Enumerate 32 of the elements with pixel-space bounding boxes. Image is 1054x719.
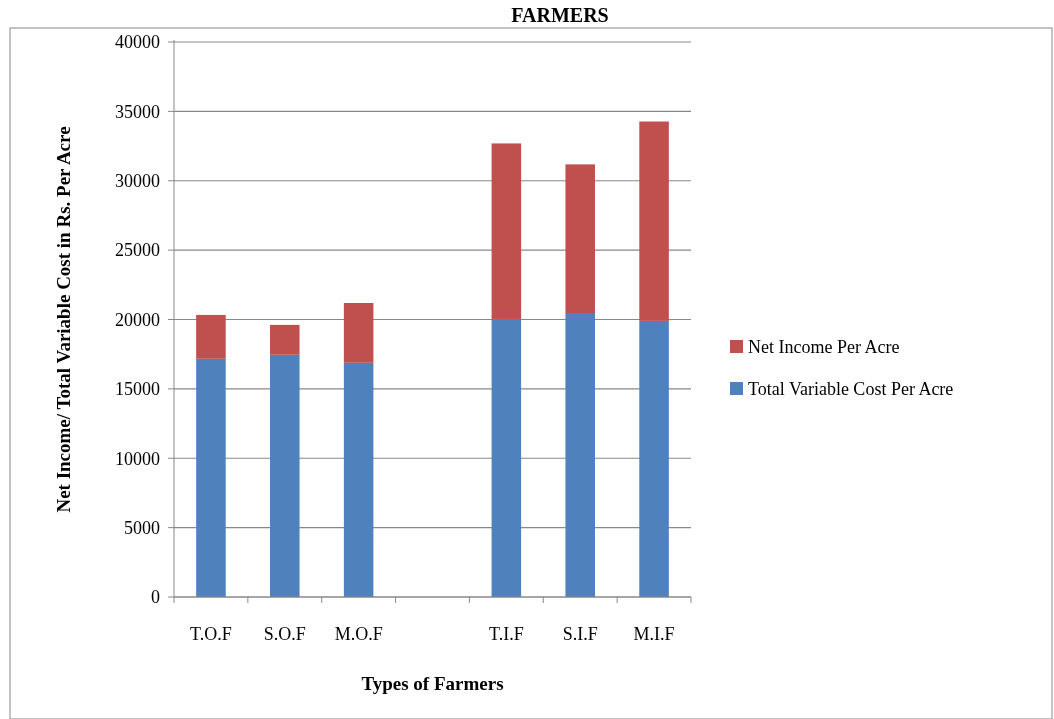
x-tick-label: S.I.F (562, 624, 598, 644)
legend-label: Net Income Per Acre (748, 337, 900, 358)
y-tick-label: 20000 (115, 309, 160, 330)
bar (565, 312, 595, 597)
bar (491, 318, 522, 597)
bar (639, 320, 669, 597)
y-tick-label: 35000 (115, 101, 160, 122)
bar (343, 302, 374, 363)
bar (343, 362, 374, 597)
y-tick-label: 15000 (115, 379, 160, 400)
y-tick-label: 0 (151, 587, 160, 608)
bar (491, 143, 522, 319)
y-tick-label: 25000 (115, 240, 160, 261)
bar (565, 164, 595, 313)
bar (196, 358, 226, 597)
legend-label: Total Variable Cost Per Acre (748, 379, 954, 400)
x-tick-label: T.O.F (190, 624, 232, 644)
y-tick-label: 5000 (124, 517, 160, 538)
y-tick-label: 10000 (115, 448, 160, 469)
bar (196, 314, 226, 359)
x-tick-label: M.I.F (633, 624, 675, 644)
x-tick-label: S.O.F (263, 624, 306, 644)
bar (270, 324, 300, 355)
chart-title: FARMERS (511, 4, 609, 26)
x-axis-title: Types of Farmers (361, 673, 504, 694)
y-tick-label: 40000 (115, 32, 160, 53)
x-tick-label: T.I.F (489, 624, 524, 644)
y-tick-label: 30000 (115, 171, 160, 192)
x-tick-label: M.O.F (334, 624, 383, 644)
bar (270, 354, 300, 597)
bar (639, 121, 669, 321)
y-axis-title: Net Income/ Total Variable Cost in Rs. Per Acre (53, 126, 74, 513)
